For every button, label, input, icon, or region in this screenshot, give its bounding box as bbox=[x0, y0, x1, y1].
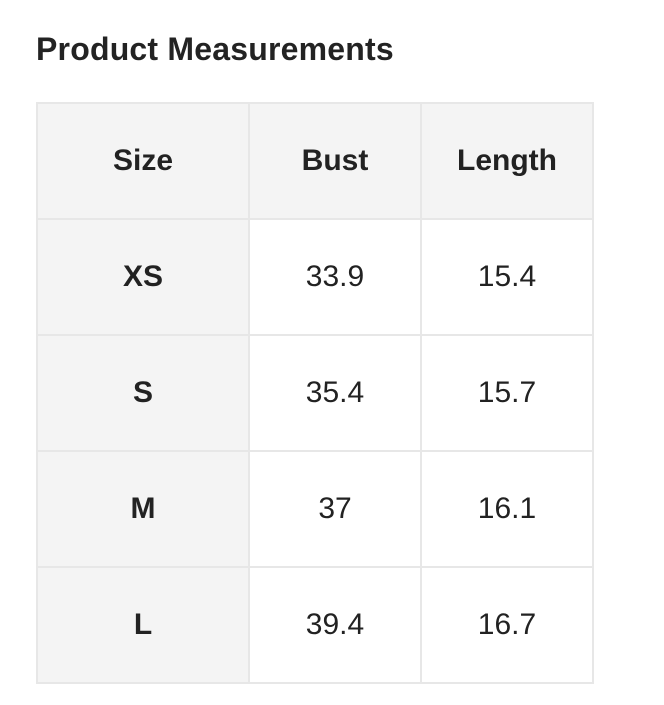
table-row: L 39.4 16.7 bbox=[36, 566, 594, 684]
bust-cell: 33.9 bbox=[248, 218, 422, 336]
column-header-size: Size bbox=[36, 102, 250, 220]
length-cell: 15.4 bbox=[420, 218, 594, 336]
content-area: Product Measurements Size Bust Length XS… bbox=[36, 31, 594, 684]
column-header-bust: Bust bbox=[248, 102, 422, 220]
length-cell: 16.7 bbox=[420, 566, 594, 684]
length-cell: 15.7 bbox=[420, 334, 594, 452]
table-header-row: Size Bust Length bbox=[36, 102, 594, 220]
measurements-table: Size Bust Length XS 33.9 15.4 S 35.4 15.… bbox=[36, 102, 594, 684]
length-cell: 16.1 bbox=[420, 450, 594, 568]
bust-cell: 35.4 bbox=[248, 334, 422, 452]
size-cell: S bbox=[36, 334, 250, 452]
table-row: XS 33.9 15.4 bbox=[36, 218, 594, 336]
bust-cell: 37 bbox=[248, 450, 422, 568]
size-cell: L bbox=[36, 566, 250, 684]
column-header-length: Length bbox=[420, 102, 594, 220]
table-row: M 37 16.1 bbox=[36, 450, 594, 568]
size-cell: XS bbox=[36, 218, 250, 336]
bust-cell: 39.4 bbox=[248, 566, 422, 684]
size-cell: M bbox=[36, 450, 250, 568]
table-row: S 35.4 15.7 bbox=[36, 334, 594, 452]
page-title: Product Measurements bbox=[36, 31, 394, 67]
